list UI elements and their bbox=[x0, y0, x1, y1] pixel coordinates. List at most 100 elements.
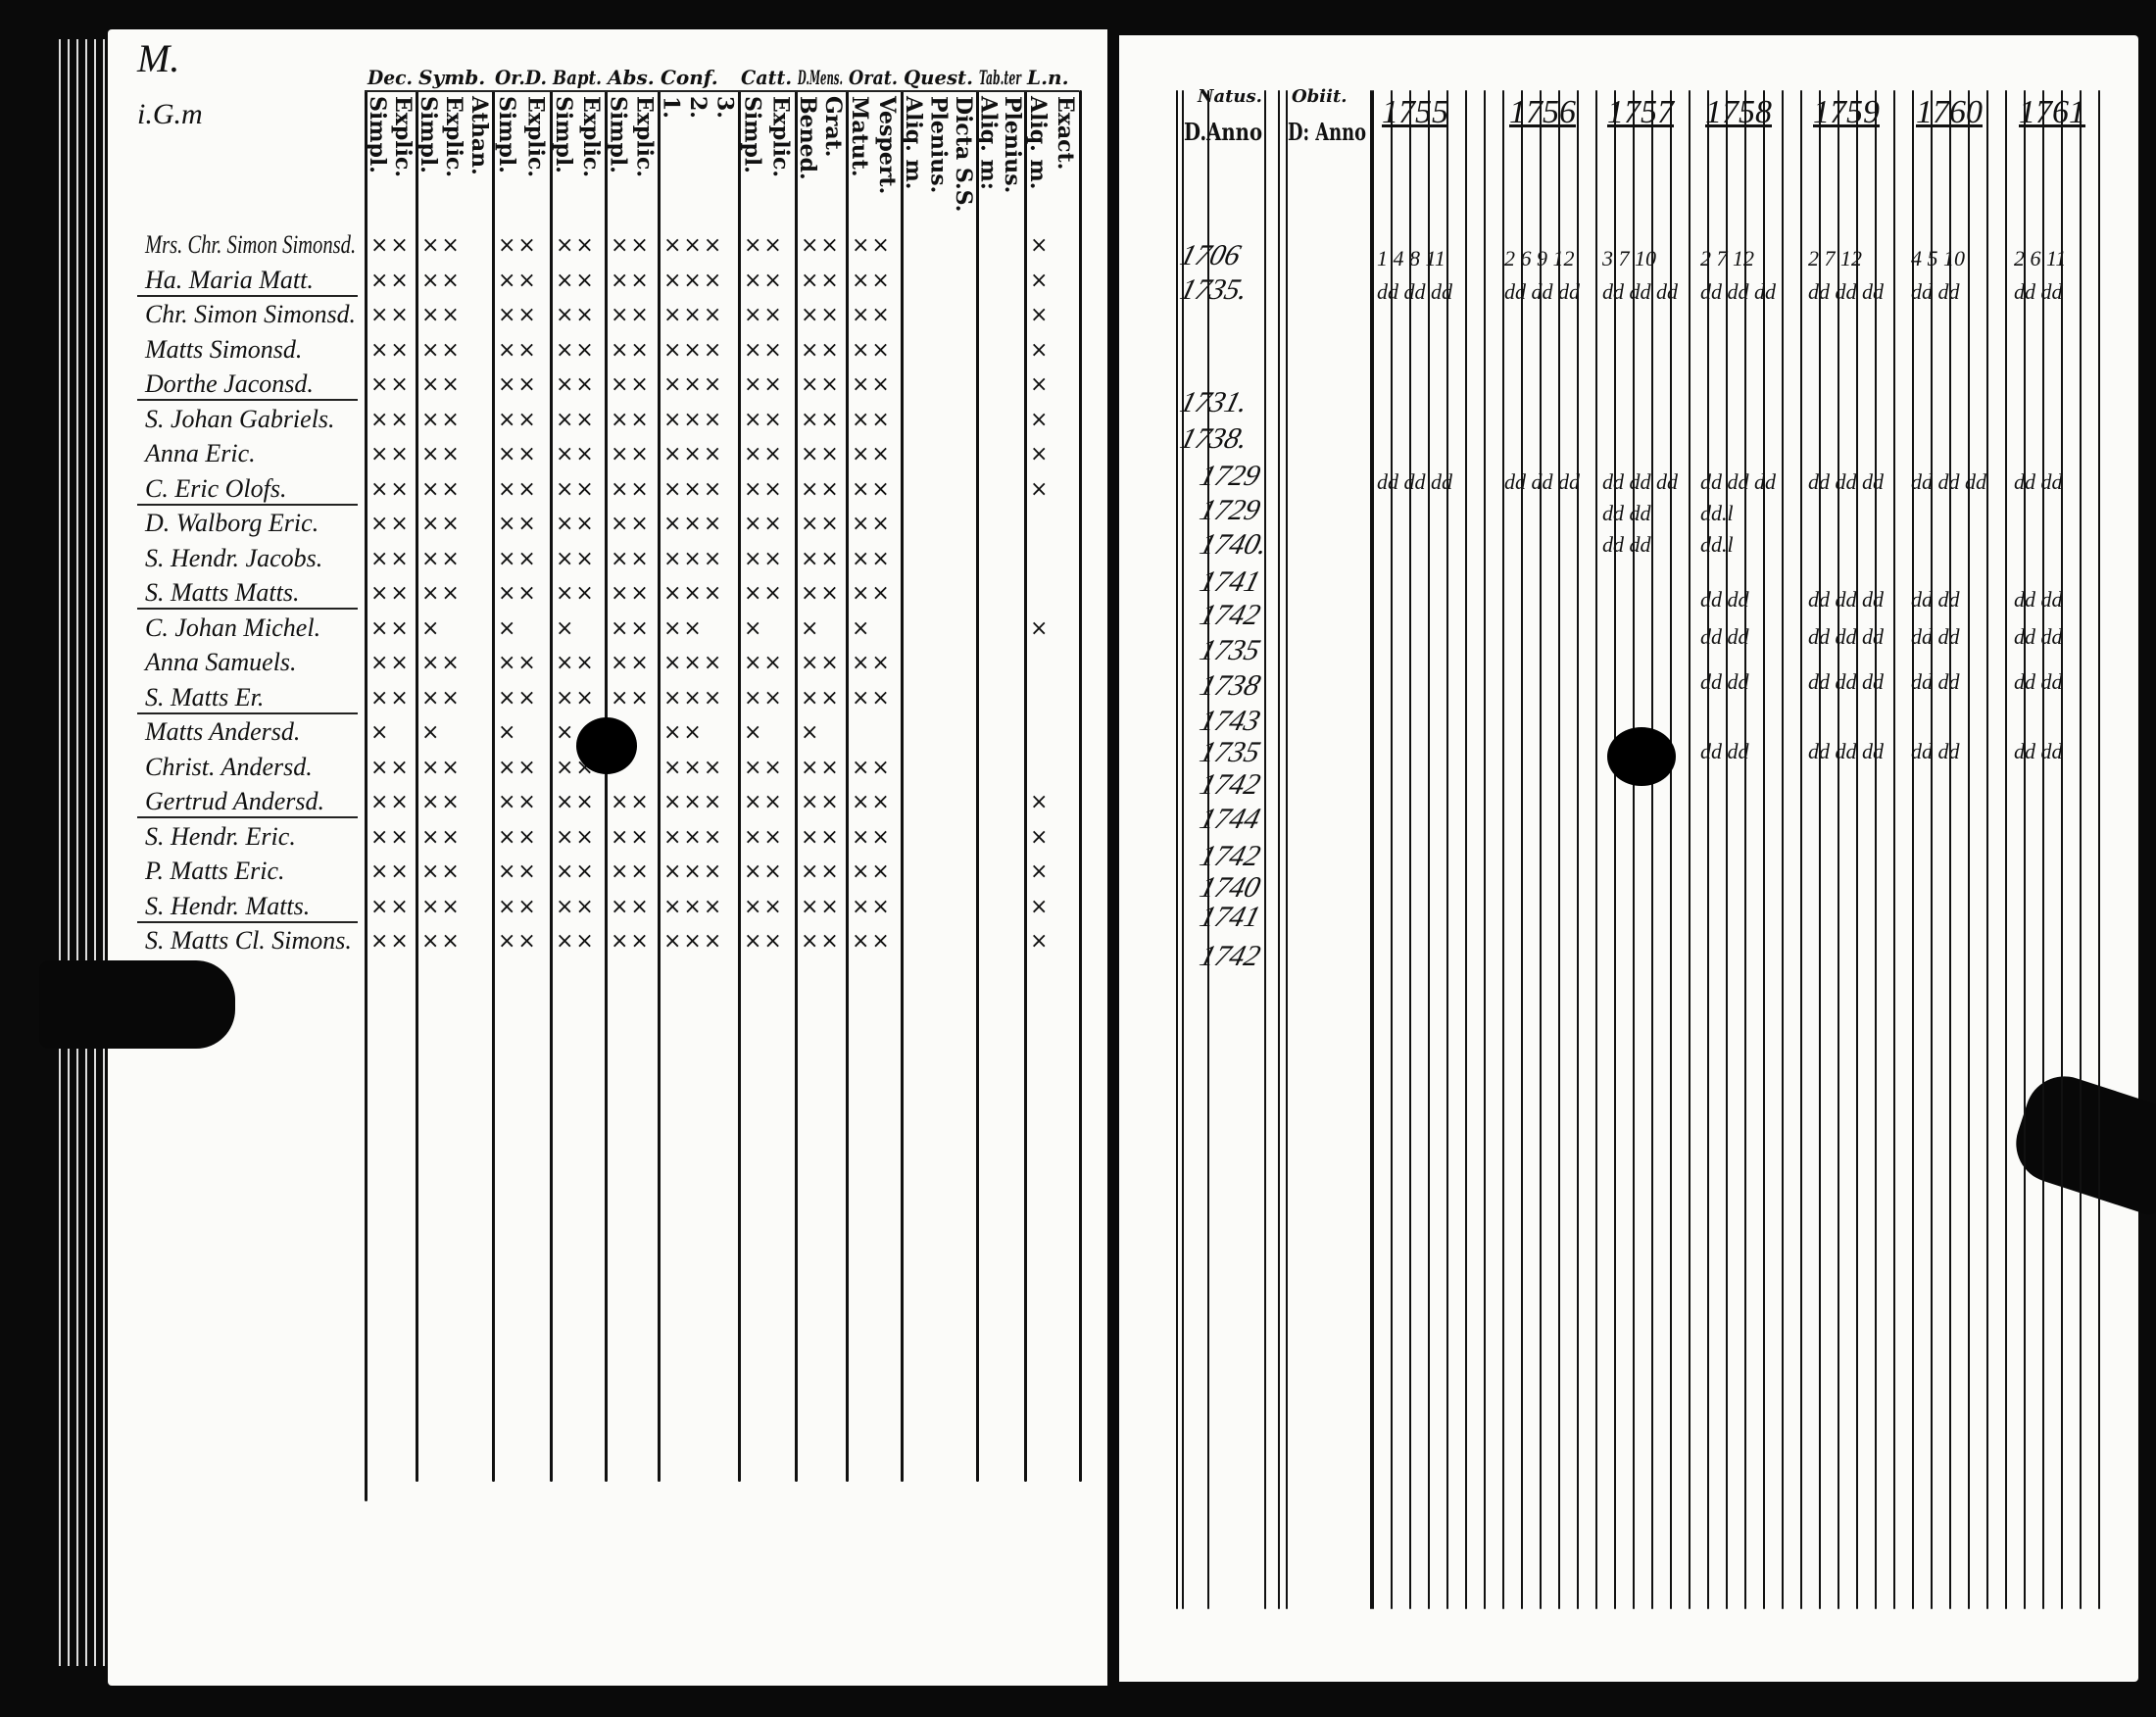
parishioner-name: S. Johan Gabriels. bbox=[145, 404, 335, 433]
attendance-entry: 3 7 10 bbox=[1602, 246, 1656, 270]
cross-mark: × bbox=[1030, 859, 1051, 884]
cross-mark: ×× bbox=[744, 303, 784, 327]
column-subheader: Grat. bbox=[820, 96, 846, 158]
cross-mark: ×× bbox=[556, 442, 596, 466]
parishioner-name: S. Matts Matts. bbox=[145, 578, 300, 607]
natus-header: Natus. bbox=[1198, 86, 1262, 107]
year-header: 1760 bbox=[1916, 94, 1983, 130]
cross-mark: ×× bbox=[611, 894, 651, 919]
cross-mark: × bbox=[421, 615, 442, 641]
cross-mark: × bbox=[1030, 894, 1051, 919]
column-rule bbox=[1540, 90, 1542, 1609]
column-rule bbox=[2005, 90, 2007, 1609]
column-rule bbox=[1372, 90, 1374, 1609]
cross-mark: ××× bbox=[663, 407, 724, 432]
column-group-header: D.Mens. bbox=[798, 66, 843, 89]
cross-mark: × bbox=[1030, 337, 1051, 363]
cross-mark: × bbox=[1030, 824, 1051, 850]
attendance-entry: dd dd bbox=[1911, 279, 1960, 304]
column-rule bbox=[492, 90, 495, 1482]
cross-mark: ×× bbox=[744, 337, 784, 363]
cross-mark: ×× bbox=[801, 512, 841, 536]
birth-year: 1742 bbox=[1196, 599, 1264, 631]
page-edge-line bbox=[103, 39, 105, 1666]
cross-mark: ××× bbox=[663, 894, 724, 919]
cross-mark: ×× bbox=[852, 651, 892, 675]
cross-mark: ×× bbox=[744, 894, 784, 919]
cross-mark: ×× bbox=[498, 512, 538, 536]
cross-mark: × bbox=[1030, 407, 1051, 432]
attendance-entry: 2 7 12 bbox=[1700, 246, 1754, 270]
birth-year: 1740 bbox=[1196, 871, 1264, 904]
cross-mark: ×× bbox=[801, 303, 841, 327]
attendance-entry: 2 6 11 bbox=[2014, 246, 2067, 270]
cross-mark: ××× bbox=[663, 337, 724, 363]
column-subheader: 1. bbox=[658, 96, 684, 119]
cross-mark: ×× bbox=[801, 372, 841, 397]
cross-mark: ×× bbox=[801, 233, 841, 258]
cross-mark: ×× bbox=[852, 407, 892, 432]
cross-mark: ×× bbox=[370, 372, 411, 397]
cross-mark: ×× bbox=[852, 755, 892, 780]
cross-mark: ×× bbox=[801, 894, 841, 919]
cross-mark: ×× bbox=[498, 476, 538, 502]
cross-mark: ×× bbox=[421, 303, 462, 327]
column-group-header: Bapt. bbox=[553, 66, 602, 89]
cross-mark: ×× bbox=[421, 824, 462, 850]
cross-mark: ×× bbox=[498, 859, 538, 884]
column-subheader: Plenius. bbox=[925, 96, 952, 194]
cross-mark: ×× bbox=[852, 894, 892, 919]
column-rule bbox=[1875, 90, 1877, 1609]
attendance-entry: dd dd dd bbox=[1504, 279, 1580, 304]
cross-mark: × bbox=[498, 615, 518, 641]
column-rule bbox=[1986, 90, 1988, 1609]
column-subheader: Plenius. bbox=[999, 96, 1025, 194]
column-rule bbox=[658, 90, 661, 1482]
column-rule bbox=[1893, 90, 1895, 1609]
cross-mark: ×× bbox=[498, 268, 538, 293]
cross-mark: × bbox=[421, 720, 442, 745]
column-group-header: Quest. bbox=[904, 66, 974, 89]
cross-mark: ×× bbox=[744, 372, 784, 397]
cross-mark: ×× bbox=[744, 685, 784, 711]
parishioner-name: S. Hendr. Matts. bbox=[145, 891, 311, 920]
cross-mark: ×× bbox=[556, 790, 596, 814]
cross-mark: ×× bbox=[744, 268, 784, 293]
column-group-header: Tab.ter bbox=[979, 66, 1022, 89]
cross-mark: ×× bbox=[744, 512, 784, 536]
cross-mark: ×× bbox=[421, 512, 462, 536]
cross-mark: ×× bbox=[852, 303, 892, 327]
cross-mark: ×× bbox=[801, 407, 841, 432]
cross-mark: ×× bbox=[421, 651, 462, 675]
birth-year: 1741 bbox=[1196, 565, 1264, 598]
page-edge-line bbox=[94, 39, 96, 1666]
cross-mark: ×× bbox=[421, 790, 462, 814]
column-rule bbox=[416, 90, 418, 1482]
cross-mark: ×× bbox=[421, 337, 462, 363]
cross-mark: ×× bbox=[611, 581, 651, 606]
column-rule bbox=[1176, 90, 1178, 1609]
birth-year: 1744 bbox=[1196, 803, 1264, 835]
column-rule bbox=[1800, 90, 1802, 1609]
column-rule bbox=[1079, 90, 1082, 1482]
attendance-entry: dd dd bbox=[1700, 587, 1749, 612]
birth-year: 1742 bbox=[1196, 840, 1264, 872]
cross-mark: ×× bbox=[421, 894, 462, 919]
cross-mark: ×× bbox=[498, 685, 538, 711]
birth-year: 1731. bbox=[1176, 386, 1252, 418]
cross-mark: ×× bbox=[801, 824, 841, 850]
attendance-entry: dd dd dd bbox=[1504, 469, 1580, 494]
column-rule bbox=[1207, 90, 1209, 1609]
cross-mark: ××× bbox=[663, 442, 724, 466]
cross-mark: ×× bbox=[370, 755, 411, 780]
column-rule bbox=[1278, 90, 1280, 1609]
cross-mark: ×× bbox=[744, 233, 784, 258]
cross-mark: ××× bbox=[663, 824, 724, 850]
cross-mark: ×× bbox=[370, 894, 411, 919]
strike-line bbox=[137, 920, 358, 923]
attendance-entry: dd dd dd bbox=[1602, 279, 1678, 304]
attendance-entry: dd dd bbox=[2014, 739, 2063, 763]
corner-mark: M. bbox=[137, 36, 180, 80]
birth-year: 1738 bbox=[1196, 669, 1264, 702]
cross-mark: ×× bbox=[852, 442, 892, 466]
